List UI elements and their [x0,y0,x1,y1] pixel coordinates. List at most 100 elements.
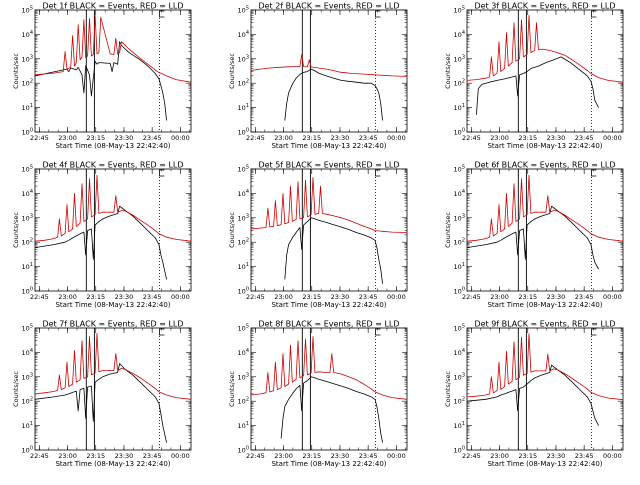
x-tick-label: 23:00 [490,134,509,142]
plot-frame [34,9,192,133]
x-axis-label: Start Time (08-May-13 22:42:40) [55,460,170,468]
x-tick-label: 22:45 [246,134,265,142]
x-tick-label: 00:00 [387,452,406,460]
x-tick-label: 23:45 [575,293,594,301]
x-axis-label: Start Time (08-May-13 22:42:40) [271,301,386,309]
lld-series-line [250,54,408,77]
legend-bracket-glyph [375,10,381,18]
y-tick-label: 103 [238,54,249,63]
x-tick-label: 23:15 [302,452,321,460]
y-tick-label: 104 [238,30,249,39]
y-tick-label: 100 [454,128,465,137]
panel-title: Det 3f BLACK = Events, RED = LLD [474,2,615,11]
y-tick-label: 102 [238,79,249,88]
y-tick-label: 101 [22,421,33,430]
x-tick-label: 00:00 [171,452,190,460]
y-tick-label: 105 [454,324,465,333]
y-axis-label: Counts/sec [444,371,452,407]
x-tick-label: 23:45 [575,452,594,460]
y-tick-label: 101 [454,103,465,112]
x-tick-label: 23:30 [331,452,350,460]
panel-det-3: Det 3f BLACK = Events, RED = LLD 100 101 10… [444,2,624,150]
x-tick-label: 23:45 [359,293,378,301]
y-tick-label: 101 [238,262,249,271]
y-tick-label: 103 [22,54,33,63]
y-axis-label: Counts/sec [444,53,452,89]
lld-series-line [466,174,624,242]
y-tick-label: 105 [22,324,33,333]
y-axis-label: Counts/sec [228,212,236,248]
y-tick-label: 104 [22,348,33,357]
panel-det-4: Det 4f BLACK = Events, RED = LLD 100 101 10… [12,161,192,309]
x-tick-label: 00:00 [171,293,190,301]
legend-bracket-glyph [159,169,165,177]
panel-title: Det 2f BLACK = Events, RED = LLD [258,2,399,11]
legend-bracket-glyph [591,328,597,336]
y-tick-label: 104 [22,30,33,39]
x-tick-label: 23:15 [302,293,321,301]
lld-series-line [466,14,624,83]
legend-bracket-glyph [591,10,597,18]
x-axis-label: Start Time (08-May-13 22:42:40) [55,301,170,309]
x-tick-label: 23:15 [518,293,537,301]
lld-series-line [250,336,408,400]
y-tick-label: 105 [238,324,249,333]
events-series-line [476,56,599,115]
panel-title: Det 6f BLACK = Events, RED = LLD [474,161,615,170]
events-series-line [280,376,383,443]
x-tick-label: 23:30 [547,452,566,460]
x-tick-label: 23:00 [490,452,509,460]
lld-series-line [250,177,408,233]
x-tick-label: 22:45 [246,452,265,460]
panel-det-7: Det 7f BLACK = Events, RED = LLD 100 101 10… [12,320,192,468]
x-tick-label: 22:45 [462,293,481,301]
y-tick-label: 100 [238,128,249,137]
panel-title: Det 4f BLACK = Events, RED = LLD [42,161,183,170]
x-tick-label: 23:15 [86,134,105,142]
plot-frame [250,327,408,451]
y-tick-label: 100 [454,446,465,455]
y-tick-label: 100 [22,128,33,137]
x-tick-label: 23:00 [58,293,77,301]
lld-series-line [34,332,192,400]
y-tick-label: 102 [238,238,249,247]
lld-series-line [466,333,624,401]
panel-det-9: Det 9f BLACK = Events, RED = LLD 100 101 10… [444,320,624,468]
y-tick-label: 102 [22,397,33,406]
plot-frame [34,327,192,451]
y-tick-label: 100 [22,287,33,296]
x-tick-label: 23:00 [58,452,77,460]
x-axis-label: Start Time (08-May-13 22:42:40) [487,460,602,468]
x-tick-label: 23:45 [575,134,594,142]
panel-title: Det 1f BLACK = Events, RED = LLD [42,2,183,11]
y-tick-label: 105 [238,6,249,15]
y-tick-label: 100 [22,446,33,455]
y-tick-label: 101 [238,421,249,430]
x-tick-label: 23:30 [547,134,566,142]
y-tick-label: 103 [22,213,33,222]
y-axis-label: Counts/sec [228,371,236,407]
x-tick-label: 23:30 [547,293,566,301]
legend-bracket-glyph [591,169,597,177]
y-tick-label: 104 [238,348,249,357]
x-tick-label: 22:45 [462,134,481,142]
events-series-line [34,363,167,443]
y-tick-label: 102 [454,397,465,406]
y-tick-label: 105 [22,165,33,174]
panel-title: Det 9f BLACK = Events, RED = LLD [474,320,615,329]
y-axis-label: Counts/sec [12,371,20,407]
x-tick-label: 22:45 [30,452,49,460]
y-tick-label: 102 [22,79,33,88]
y-tick-label: 100 [238,446,249,455]
y-tick-label: 105 [238,165,249,174]
y-axis-label: Counts/sec [444,212,452,248]
x-axis-label: Start Time (08-May-13 22:42:40) [487,142,602,150]
x-tick-label: 23:45 [143,293,162,301]
panel-det-2: Det 2f BLACK = Events, RED = LLD 100 101 10… [228,2,408,150]
y-tick-label: 101 [454,262,465,271]
y-tick-label: 105 [454,165,465,174]
y-tick-label: 104 [22,189,33,198]
x-axis-label: Start Time (08-May-13 22:42:40) [487,301,602,309]
x-tick-label: 23:30 [331,134,350,142]
x-tick-label: 23:45 [143,452,162,460]
